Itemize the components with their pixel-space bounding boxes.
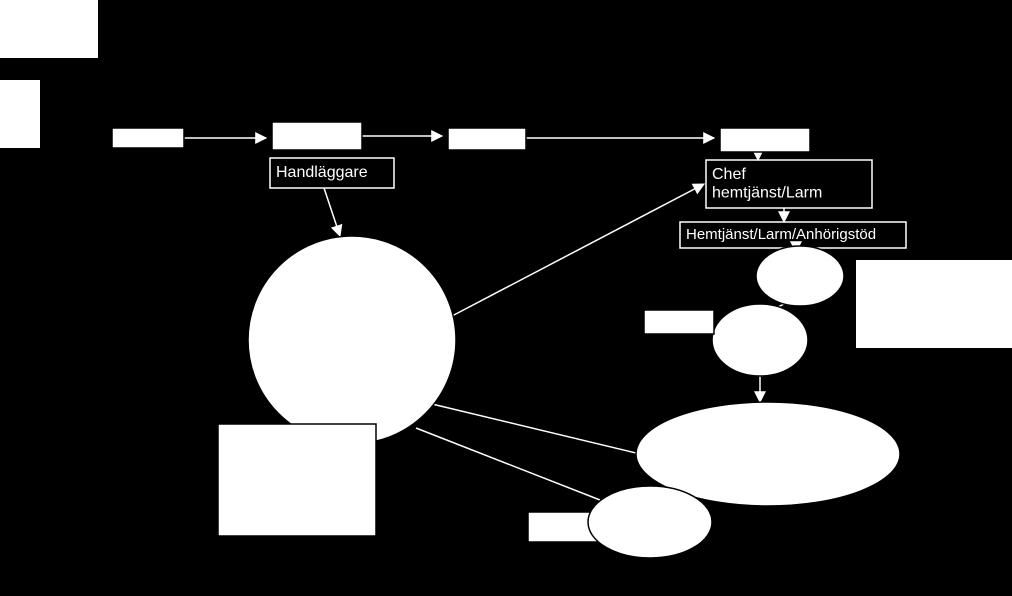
node-topBar3 [448,128,526,150]
node-topBar2 [272,122,362,150]
node-bottomSquare [218,424,376,536]
label-chefHemtjanst-line1: hemtjänst/Larm [712,184,822,201]
node-bigCircle [248,236,456,444]
node-stubStrip [0,80,40,148]
label-chefHemtjanst-line0: Chef [712,166,746,183]
node-bottomEllipse [588,486,712,558]
node-cornerRect [0,0,98,58]
node-smallEllipse2 [712,304,808,376]
node-topBar4 [720,128,810,152]
node-topBar1 [112,128,184,148]
node-rightPanel [856,260,1012,348]
node-smallEllipse1 [756,246,844,306]
label-handlaggare: Handläggare [276,164,368,181]
node-smallBarLeft [644,310,714,334]
label-hemtjanstLarmAnhorig: Hemtjänst/Larm/Anhörigstöd [686,226,876,243]
